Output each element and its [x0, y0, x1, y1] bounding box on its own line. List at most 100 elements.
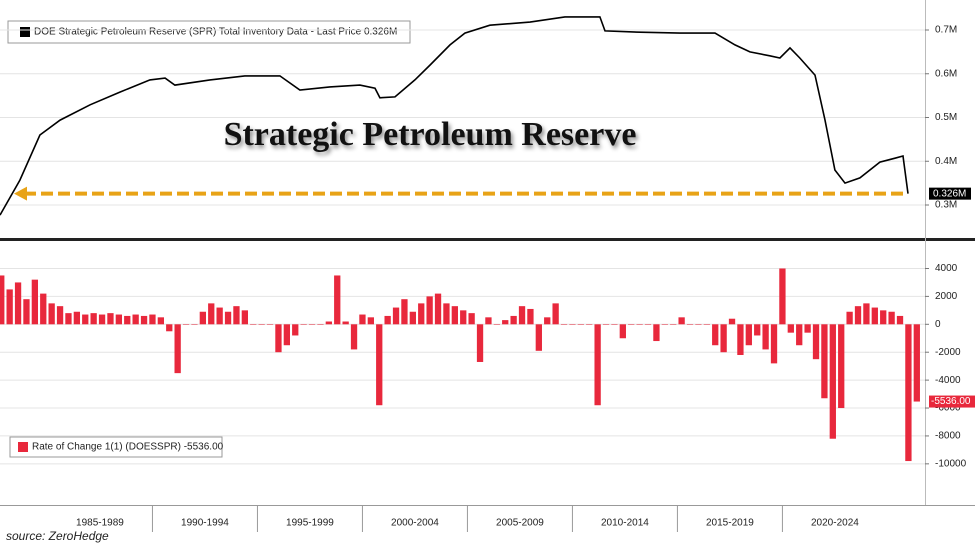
bar [569, 324, 576, 325]
bar [65, 313, 72, 325]
legend-label: Rate of Change 1(1) (DOESSPR) -5536.00 [32, 442, 224, 453]
bar [644, 324, 652, 325]
last-price-tag [929, 395, 975, 408]
bar [602, 324, 610, 325]
bar [493, 324, 500, 325]
bar [392, 307, 400, 325]
y-tick-label: 0.5M [935, 112, 957, 123]
y-tick-label: 4000 [935, 263, 958, 274]
bar [208, 303, 215, 325]
bar [586, 324, 593, 325]
bar [670, 324, 677, 325]
bar [804, 324, 811, 333]
y-tick-label: 2000 [935, 291, 958, 302]
bar [787, 324, 794, 333]
y-tick-label: 0.4M [935, 156, 957, 167]
bar [712, 324, 719, 346]
bar [796, 324, 803, 346]
bar [241, 310, 248, 325]
bar [98, 314, 106, 325]
y-tick-label: -10000 [935, 458, 967, 469]
y-tick-label: -8000 [935, 431, 961, 442]
bar [292, 324, 299, 336]
bar [913, 324, 920, 402]
bar [56, 306, 64, 325]
x-axis-line [0, 505, 975, 506]
bar [233, 306, 240, 325]
bar [359, 314, 366, 325]
bar [695, 324, 702, 325]
bar [283, 324, 290, 346]
bar [317, 324, 324, 325]
x-tick-label: 2000-2004 [391, 518, 439, 529]
bar [451, 306, 458, 325]
bar [73, 311, 81, 325]
bar [166, 324, 173, 332]
bar [0, 275, 5, 325]
legend-swatch [20, 27, 30, 37]
bar [48, 303, 55, 325]
bar [745, 324, 752, 346]
bar [174, 324, 181, 374]
x-tick-label: 2015-2019 [706, 518, 754, 529]
bar [325, 321, 332, 325]
bar [535, 324, 542, 351]
bar [552, 303, 559, 325]
bar [334, 275, 341, 325]
y-tick-label: 0.3M [935, 200, 957, 211]
bar [409, 311, 416, 325]
bar [199, 311, 206, 325]
bar [560, 324, 568, 325]
bar [149, 314, 156, 325]
x-tick-label: 2005-2009 [496, 518, 544, 529]
bar [728, 318, 736, 325]
bar [40, 293, 47, 325]
bar [829, 324, 836, 439]
bar [686, 324, 694, 325]
inventory-line [0, 16, 909, 216]
bar [846, 311, 853, 325]
legend-label: DOE Strategic Petroleum Reserve (SPR) To… [34, 27, 397, 38]
bar [140, 315, 148, 325]
y-tick-label: 0 [935, 319, 941, 330]
bar [611, 324, 618, 325]
bar [124, 315, 131, 325]
bar [258, 324, 265, 325]
bar [863, 303, 870, 325]
bar [678, 317, 685, 325]
bar [661, 324, 668, 325]
bar [905, 324, 912, 462]
bar [216, 307, 223, 325]
bar [510, 315, 517, 325]
legend-box [7, 20, 411, 44]
bar [443, 303, 450, 325]
bar [770, 324, 778, 364]
x-tick-label: 2010-2014 [601, 518, 649, 529]
y-tick-label: 0.7M [935, 25, 957, 36]
y-tick-label: -2000 [935, 347, 961, 358]
bar [619, 324, 626, 339]
bar [224, 311, 232, 325]
legend-box [9, 436, 223, 458]
bar [308, 324, 316, 325]
legend-swatch [18, 442, 28, 452]
bar [266, 324, 274, 325]
bar [250, 324, 257, 325]
bar [544, 317, 551, 325]
bar [82, 314, 89, 325]
bar [476, 324, 484, 362]
bar [779, 268, 786, 325]
bar [300, 324, 307, 325]
bar [14, 282, 22, 325]
y-axis-line [925, 0, 926, 505]
bar [703, 324, 710, 325]
last-price-tag [929, 187, 971, 200]
bar [594, 324, 601, 406]
last-price-label: 0.326M [933, 188, 966, 199]
bar [762, 324, 769, 350]
bar [737, 324, 744, 355]
bar [157, 317, 165, 325]
y-tick-label: 0.6M [935, 68, 957, 79]
bar [812, 324, 820, 360]
bar [434, 293, 442, 325]
